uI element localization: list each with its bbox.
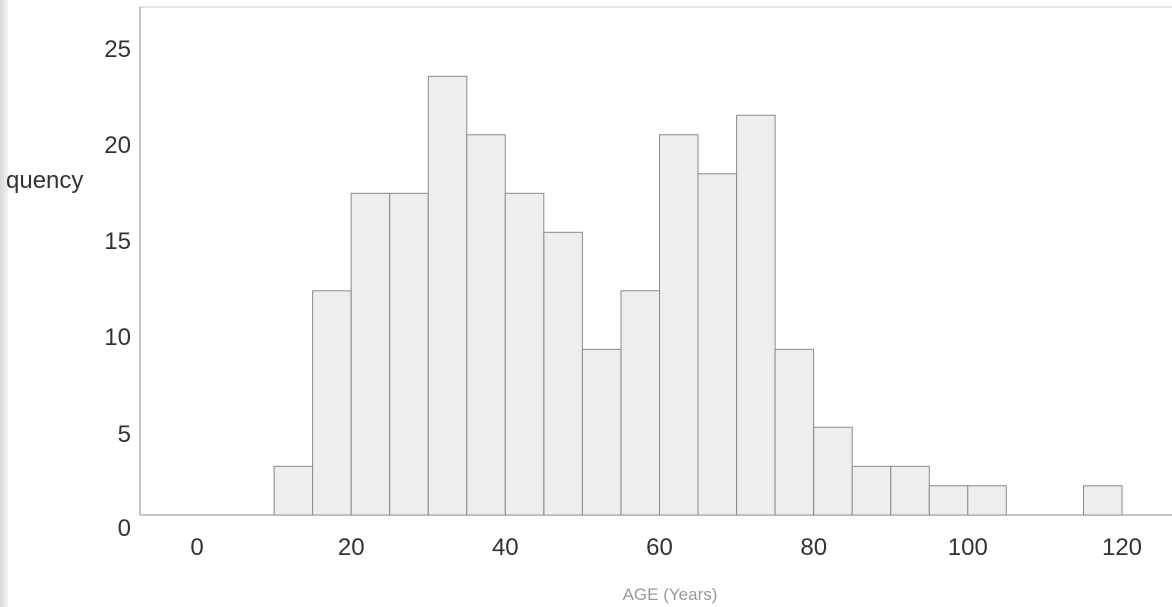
y-tick-label: 5 <box>118 421 131 448</box>
x-tick-labels: 0 20 40 60 80 100 120 <box>190 534 1142 561</box>
histogram-bar <box>697 173 737 516</box>
scan-edge-shadow <box>0 0 8 607</box>
y-tick-label: 15 <box>104 228 131 255</box>
histogram-bar <box>466 134 506 516</box>
x-tick-label: 0 <box>190 534 203 561</box>
histogram-bar <box>543 231 583 516</box>
x-axis-title: AGE (Years) <box>623 585 718 604</box>
x-tick-label: 80 <box>800 534 827 561</box>
y-tick-label: 25 <box>104 36 131 63</box>
histogram-bar <box>851 465 892 516</box>
y-tick-labels: 0 5 10 15 20 25 <box>104 36 131 542</box>
y-axis-title: quency <box>6 167 83 194</box>
histogram-bar <box>928 485 969 516</box>
x-tick-label: 100 <box>948 534 988 561</box>
histogram-bar <box>967 485 1007 516</box>
y-tick-label: 20 <box>104 132 131 159</box>
x-tick-label: 40 <box>492 534 519 561</box>
histogram-bar <box>1083 485 1123 516</box>
histogram-bar <box>813 426 853 516</box>
histogram-bar <box>350 192 391 516</box>
histogram-bar <box>890 465 930 516</box>
histogram-bar <box>620 290 660 516</box>
y-tick-label: 10 <box>104 324 131 351</box>
x-tick-label: 60 <box>646 534 673 561</box>
histogram-bar <box>427 75 468 516</box>
x-tick-label: 120 <box>1102 534 1142 561</box>
histogram-bar <box>273 465 314 516</box>
histogram-bar <box>659 134 699 516</box>
histogram-bar <box>774 348 815 516</box>
bars-group <box>273 75 1123 516</box>
histogram-bar <box>389 192 429 516</box>
histogram-bar <box>504 192 545 516</box>
histogram-bar <box>736 114 776 516</box>
y-tick-label: 0 <box>118 515 131 542</box>
histogram-bar <box>312 290 352 516</box>
x-tick-label: 20 <box>338 534 365 561</box>
histogram-bar <box>581 348 622 516</box>
